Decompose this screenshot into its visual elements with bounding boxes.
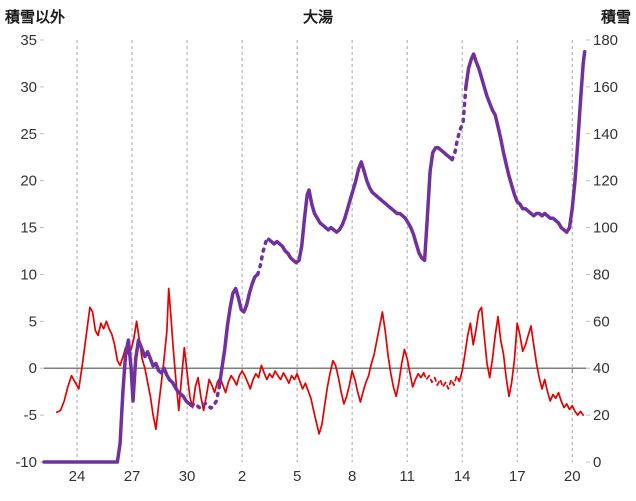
x-tick-label: 30 <box>179 468 196 485</box>
y-right-tick-label: 0 <box>593 454 601 471</box>
x-tick-label: 2 <box>238 468 246 485</box>
y-right-tick-label: 180 <box>593 32 618 49</box>
y-right-tick-label: 80 <box>593 266 610 283</box>
y-left-tick-label: 35 <box>20 32 37 49</box>
y-right-tick-label: 40 <box>593 360 610 377</box>
y-right-tick-label: 60 <box>593 313 610 330</box>
snow-depth-line <box>217 272 260 389</box>
right-axis-title: 積雪 <box>600 9 631 26</box>
y-right-tick-label: 160 <box>593 79 618 96</box>
x-tick-label: 5 <box>293 468 301 485</box>
y-right-tick-label: 20 <box>593 407 610 424</box>
y-right-tick-label: 120 <box>593 173 618 190</box>
y-left-tick-label: 5 <box>29 313 37 330</box>
x-tick-label: 24 <box>69 468 86 485</box>
temperature-line <box>458 306 585 416</box>
y-left-tick-label: -5 <box>24 407 37 424</box>
x-tick-label: 17 <box>509 468 526 485</box>
y-left-tick-label: 10 <box>20 266 37 283</box>
y-left-tick-label: -10 <box>15 454 37 471</box>
y-left-tick-label: 25 <box>20 126 37 143</box>
x-tick-label: 27 <box>124 468 141 485</box>
y-right-tick-label: 140 <box>593 126 618 143</box>
x-tick-label: 14 <box>454 468 471 485</box>
temperature-line <box>422 372 461 390</box>
snow-depth-line <box>464 49 587 234</box>
x-tick-label: 11 <box>399 468 415 485</box>
x-tick-label: 20 <box>564 468 581 485</box>
y-left-tick-label: 30 <box>20 79 37 96</box>
snow-depth-line <box>255 237 271 277</box>
snow-depth-line <box>266 146 454 265</box>
chart-title: 大湯 <box>302 9 333 26</box>
y-left-tick-label: 0 <box>29 360 37 377</box>
y-left-tick-label: 15 <box>20 220 37 237</box>
y-right-tick-label: 100 <box>593 220 618 237</box>
snow-depth-line <box>189 385 221 410</box>
snow-depth-line <box>450 85 468 162</box>
x-tick-label: 8 <box>348 468 356 485</box>
left-axis-title: 積雪以外 <box>5 9 66 26</box>
y-left-tick-label: 20 <box>20 173 37 190</box>
snow-depth-line <box>42 338 194 464</box>
